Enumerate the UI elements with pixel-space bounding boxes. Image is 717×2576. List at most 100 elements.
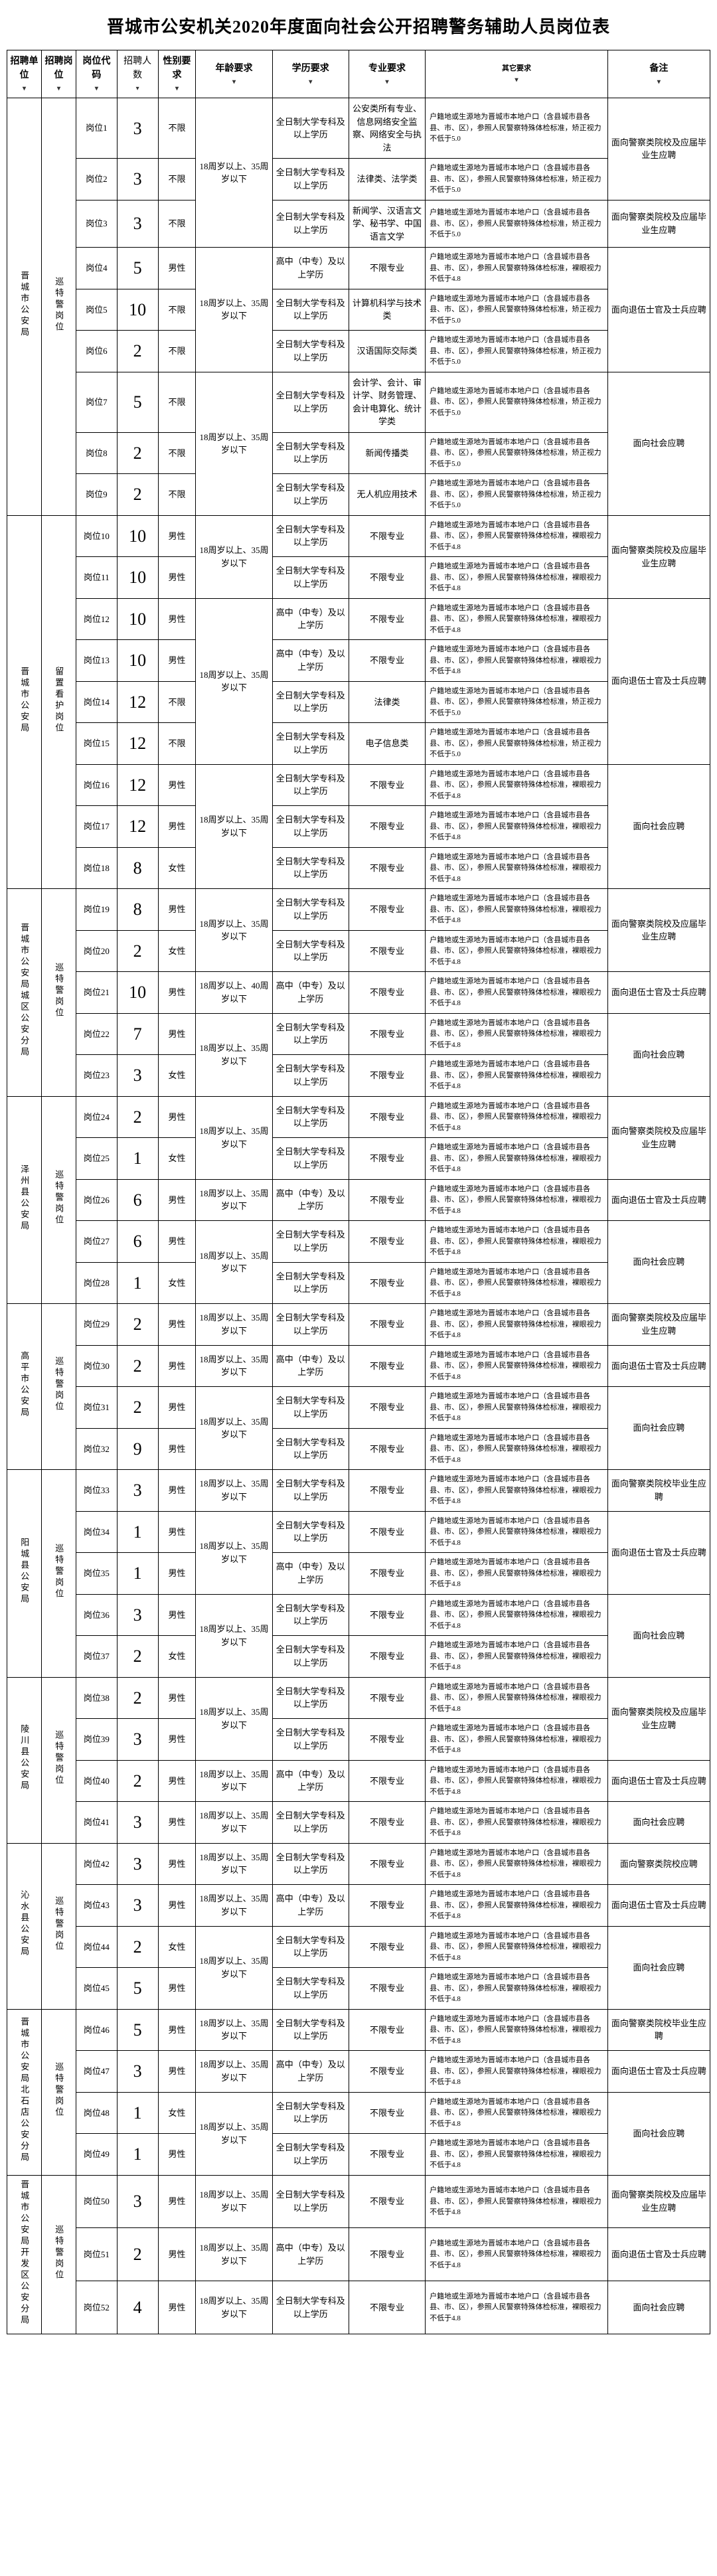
- cell-age: 18周岁以上、35周岁以下: [196, 1760, 272, 1802]
- cell-other: 户籍地或生源地为晋城市本地户口（含县城市县各县、市、区），参照人民警察特殊体检标…: [426, 972, 608, 1014]
- cell-count: 6: [117, 1221, 158, 1263]
- cell-other: 户籍地或生源地为晋城市本地户口（含县城市县各县、市、区），参照人民警察特殊体检标…: [426, 2092, 608, 2134]
- cell-major: 不限专业: [349, 557, 425, 599]
- cell-major: 不限专业: [349, 515, 425, 557]
- cell-other: 户籍地或生源地为晋城市本地户口（含县城市县各县、市、区），参照人民警察特殊体检标…: [426, 2134, 608, 2176]
- cell-gender: 男性: [158, 1594, 196, 1636]
- cell-major: 不限专业: [349, 2281, 425, 2334]
- cell-count: 2: [117, 432, 158, 474]
- th-edu: 学历要求▾: [272, 50, 349, 98]
- cell-code: 岗位7: [76, 372, 118, 432]
- cell-other: 户籍地或生源地为晋城市本地户口（含县城市县各县、市、区），参照人民警察特殊体检标…: [426, 806, 608, 848]
- cell-major: 不限专业: [349, 2092, 425, 2134]
- cell-major: 不限专业: [349, 1719, 425, 1761]
- cell-major: 法律类: [349, 681, 425, 723]
- cell-gender: 女性: [158, 1926, 196, 1968]
- cell-code: 岗位36: [76, 1594, 118, 1636]
- cell-code: 岗位35: [76, 1553, 118, 1595]
- cell-post: 巡特警岗位: [42, 1096, 76, 1304]
- cell-code: 岗位6: [76, 331, 118, 372]
- cell-code: 岗位43: [76, 1885, 118, 1927]
- cell-count: 10: [117, 640, 158, 682]
- cell-code: 岗位32: [76, 1428, 118, 1470]
- cell-gender: 男性: [158, 972, 196, 1014]
- cell-gender: 不限: [158, 681, 196, 723]
- cell-major: 不限专业: [349, 1760, 425, 1802]
- cell-edu: 全日制大学专科及以上学历: [272, 98, 349, 159]
- cell-count: 8: [117, 889, 158, 931]
- cell-major: 不限专业: [349, 1553, 425, 1595]
- cell-other: 户籍地或生源地为晋城市本地户口（含县城市县各县、市、区），参照人民警察特殊体检标…: [426, 372, 608, 432]
- table-row: 岗位312男性18周岁以上、35周岁以下全日制大学专科及以上学历不限专业户籍地或…: [7, 1387, 710, 1429]
- table-row: 岗位202女性全日制大学专科及以上学历不限专业户籍地或生源地为晋城市本地户口（含…: [7, 930, 710, 972]
- cell-gender: 男性: [158, 2051, 196, 2093]
- cell-count: 12: [117, 764, 158, 806]
- cell-count: 12: [117, 681, 158, 723]
- cell-count: 3: [117, 1885, 158, 1927]
- cell-remark: 面向警察类院校及应届毕业生应聘: [607, 1304, 710, 1346]
- cell-other: 户籍地或生源地为晋城市本地户口（含县城市县各县、市、区），参照人民警察特殊体检标…: [426, 889, 608, 931]
- cell-count: 3: [117, 98, 158, 159]
- table-row: 岗位251女性全日制大学专科及以上学历不限专业户籍地或生源地为晋城市本地户口（含…: [7, 1138, 710, 1180]
- cell-remark: 面向警察类院校及应届毕业生应聘: [607, 1677, 710, 1760]
- cell-unit: 泽州县公安局: [7, 1096, 42, 1304]
- cell-other: 户籍地或生源地为晋城市本地户口（含县城市县各县、市、区），参照人民警察特殊体检标…: [426, 159, 608, 201]
- cell-other: 户籍地或生源地为晋城市本地户口（含县城市县各县、市、区），参照人民警察特殊体检标…: [426, 200, 608, 248]
- cell-code: 岗位41: [76, 1802, 118, 1844]
- table-row: 岗位302男性18周岁以上、35周岁以下高中（中专）及以上学历不限专业户籍地或生…: [7, 1345, 710, 1387]
- cell-edu: 高中（中专）及以上学历: [272, 1179, 349, 1221]
- cell-unit: 高平市公安局: [7, 1304, 42, 1470]
- cell-major: 新闻学、汉语言文学、秘书学、中国语言文学: [349, 200, 425, 248]
- table-row: 高平市公安局巡特警岗位岗位292男性18周岁以上、35周岁以下全日制大学专科及以…: [7, 1304, 710, 1346]
- cell-remark: 面向退伍士官及士兵应聘: [607, 1179, 710, 1221]
- cell-gender: 男性: [158, 2228, 196, 2281]
- cell-major: 不限专业: [349, 1013, 425, 1055]
- cell-count: 1: [117, 1553, 158, 1595]
- cell-code: 岗位47: [76, 2051, 118, 2093]
- cell-code: 岗位28: [76, 1262, 118, 1304]
- cell-gender: 不限: [158, 289, 196, 331]
- cell-code: 岗位16: [76, 764, 118, 806]
- cell-edu: 全日制大学专科及以上学历: [272, 1055, 349, 1097]
- cell-edu: 高中（中专）及以上学历: [272, 640, 349, 682]
- cell-code: 岗位42: [76, 1843, 118, 1885]
- cell-edu: 全日制大学专科及以上学历: [272, 1926, 349, 1968]
- cell-code: 岗位46: [76, 2009, 118, 2051]
- th-remark: 备注▾: [607, 50, 710, 98]
- cell-age: 18周岁以上、35周岁以下: [196, 1470, 272, 1512]
- cell-other: 户籍地或生源地为晋城市本地户口（含县城市县各县、市、区），参照人民警察特殊体检标…: [426, 2281, 608, 2334]
- cell-major: 不限专业: [349, 1138, 425, 1180]
- cell-code: 岗位48: [76, 2092, 118, 2134]
- cell-age: 18周岁以上、35周岁以下: [196, 2228, 272, 2281]
- cell-major: 新闻传播类: [349, 432, 425, 474]
- cell-major: 不限专业: [349, 1677, 425, 1719]
- cell-other: 户籍地或生源地为晋城市本地户口（含县城市县各县、市、区），参照人民警察特殊体检标…: [426, 515, 608, 557]
- cell-gender: 男性: [158, 1179, 196, 1221]
- cell-major: 计算机科学与技术类: [349, 289, 425, 331]
- cell-remark: 面向退伍士官及士兵应聘: [607, 1511, 710, 1594]
- table-row: 晋城市公安局留置看护岗位岗位1010男性18周岁以上、35周岁以下全日制大学专科…: [7, 515, 710, 557]
- table-row: 沁水县公安局巡特警岗位岗位423男性18周岁以上、35周岁以下全日制大学专科及以…: [7, 1843, 710, 1885]
- cell-gender: 男性: [158, 1096, 196, 1138]
- cell-other: 户籍地或生源地为晋城市本地户口（含县城市县各县、市、区），参照人民警察特殊体检标…: [426, 2051, 608, 2093]
- cell-gender: 女性: [158, 1636, 196, 1678]
- cell-remark: 面向警察类院校及应届毕业生应聘: [607, 200, 710, 248]
- cell-gender: 男性: [158, 640, 196, 682]
- table-row: 岗位1612男性18周岁以上、35周岁以下全日制大学专科及以上学历不限专业户籍地…: [7, 764, 710, 806]
- cell-edu: 全日制大学专科及以上学历: [272, 331, 349, 372]
- cell-count: 1: [117, 2092, 158, 2134]
- cell-gender: 男性: [158, 764, 196, 806]
- table-row: 岗位281女性全日制大学专科及以上学历不限专业户籍地或生源地为晋城市本地户口（含…: [7, 1262, 710, 1304]
- cell-unit: 晋城市公安局: [7, 98, 42, 516]
- cell-count: 2: [117, 1677, 158, 1719]
- cell-age: 18周岁以上、40周岁以下: [196, 972, 272, 1014]
- cell-edu: 全日制大学专科及以上学历: [272, 1968, 349, 2010]
- cell-major: 不限专业: [349, 1096, 425, 1138]
- cell-edu: 全日制大学专科及以上学历: [272, 1470, 349, 1512]
- cell-count: 5: [117, 2009, 158, 2051]
- cell-age: 18周岁以上、35周岁以下: [196, 1345, 272, 1387]
- cell-count: 10: [117, 972, 158, 1014]
- cell-count: 5: [117, 372, 158, 432]
- table-row: 岗位341男性18周岁以上、35周岁以下全日制大学专科及以上学历不限专业户籍地或…: [7, 1511, 710, 1553]
- table-row: 岗位433男性18周岁以上、35周岁以下高中（中专）及以上学历不限专业户籍地或生…: [7, 1885, 710, 1927]
